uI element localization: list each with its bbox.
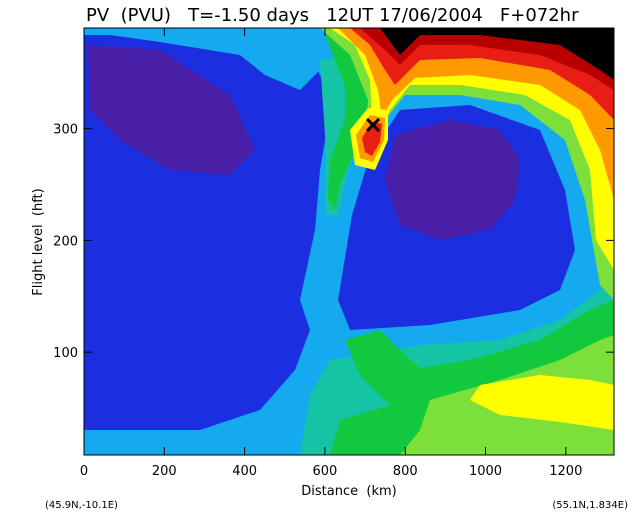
pool-purple-center — [385, 120, 520, 240]
x-axis-label: Distance (km) — [301, 484, 396, 499]
x-tick-label: 1000 — [469, 464, 502, 479]
x-tick-label: 400 — [232, 464, 257, 479]
y-axis-label: Flight level (hft) — [31, 188, 46, 295]
x-tick-label: 800 — [393, 464, 418, 479]
x-tick-label: 600 — [312, 464, 337, 479]
band-yellow-lower — [470, 375, 614, 430]
plot-frame — [83, 27, 615, 456]
y-tick-label: 300 — [53, 123, 78, 138]
marker-x — [365, 117, 381, 133]
corner-label-left: (45.9N,-10.1E) — [45, 500, 118, 511]
y-tick-label: 100 — [53, 346, 78, 361]
chart-title: PV (PVU) T=-1.50 days 12UT 17/06/2004 F+… — [86, 5, 579, 26]
region-black — [380, 28, 614, 80]
region-blue-lower-left — [84, 270, 310, 430]
pool-purple-upper-left — [88, 45, 255, 175]
x-axis: 0 200 400 600 800 1000 1200 — [80, 28, 582, 479]
y-axis: 100 200 300 — [53, 123, 614, 361]
corner-label-right: (55.1N,1.834E) — [552, 500, 628, 511]
x-tick-label: 200 — [152, 464, 177, 479]
band-lightblue-upper-left — [84, 28, 330, 90]
x-tick-label: 0 — [80, 464, 88, 479]
pv-field — [84, 28, 614, 455]
y-tick-label: 200 — [53, 234, 78, 249]
x-tick-label: 1200 — [549, 464, 582, 479]
